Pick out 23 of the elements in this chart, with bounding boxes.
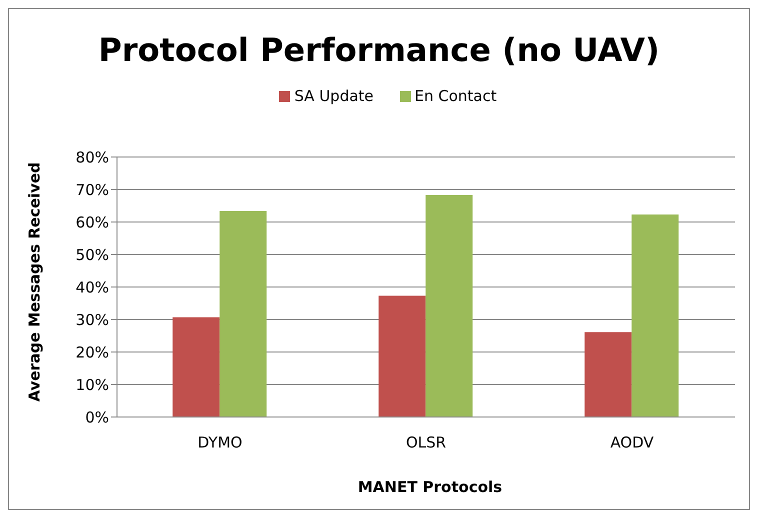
y-tick-label: 40%: [76, 278, 109, 296]
x-axis-title: MANET Protocols: [356, 478, 504, 496]
y-tick-label: 10%: [76, 376, 109, 394]
x-tick-label: AODV: [610, 434, 654, 452]
legend-label: En Contact: [414, 87, 497, 105]
bar: [172, 317, 220, 417]
y-tick-label: 30%: [76, 310, 109, 329]
y-tick-label: 60%: [76, 213, 109, 232]
y-tick-label: 50%: [76, 246, 109, 264]
x-tick-label: DYMO: [198, 434, 242, 452]
legend-label: SA Update: [294, 87, 374, 105]
bar: [426, 195, 473, 417]
y-tick-label: 80%: [76, 148, 109, 166]
bar: [378, 296, 426, 417]
bar: [584, 332, 632, 417]
bar: [220, 210, 267, 417]
chart-title: Protocol Performance (no UAV): [97, 31, 661, 69]
x-tick-label: OLSR: [406, 434, 446, 452]
y-tick-label: 20%: [76, 343, 109, 362]
y-tick-label: 0%: [85, 408, 109, 426]
y-axis-title: Average Messages Received: [26, 162, 44, 402]
bar: [632, 214, 679, 417]
y-tick-label: 70%: [76, 180, 109, 199]
